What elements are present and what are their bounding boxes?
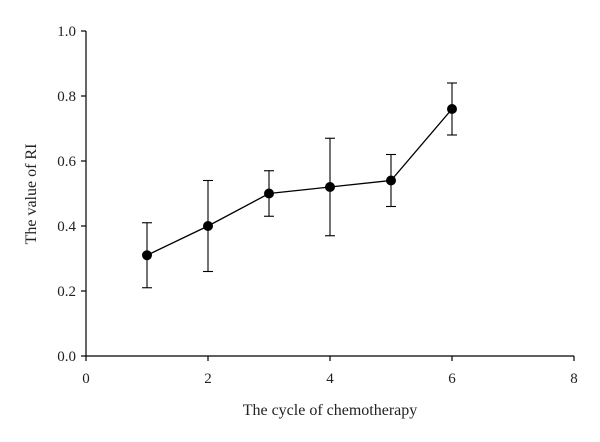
data-point [447, 104, 457, 114]
x-tick-label: 8 [570, 371, 578, 387]
data-point [386, 175, 396, 186]
x-tick-label: 0 [82, 371, 90, 387]
x-tick-label: 6 [448, 371, 456, 387]
series-lines [146, 108, 453, 256]
data-point [325, 182, 335, 192]
data-point [142, 250, 152, 261]
axis-ticks: 0.0 0.2 0.4 0.6 0.8 1.0 0 2 4 6 8 [57, 24, 578, 387]
data-point [203, 221, 213, 231]
y-tick-label: 0.2 [57, 284, 76, 300]
y-tick-label: 0.4 [57, 219, 76, 235]
data-points [142, 104, 457, 261]
x-axis-title: The cycle of chemotherapy [243, 402, 418, 419]
y-tick-label: 1.0 [57, 24, 76, 40]
y-tick-label: 0.0 [57, 349, 76, 365]
y-tick-label: 0.8 [57, 89, 76, 105]
y-tick-label: 0.6 [57, 154, 76, 170]
series-line [146, 108, 453, 256]
x-tick-label: 4 [326, 371, 334, 387]
data-point [264, 188, 274, 199]
y-axis-title: The value of RI [23, 144, 40, 245]
x-tick-label: 2 [204, 371, 212, 387]
